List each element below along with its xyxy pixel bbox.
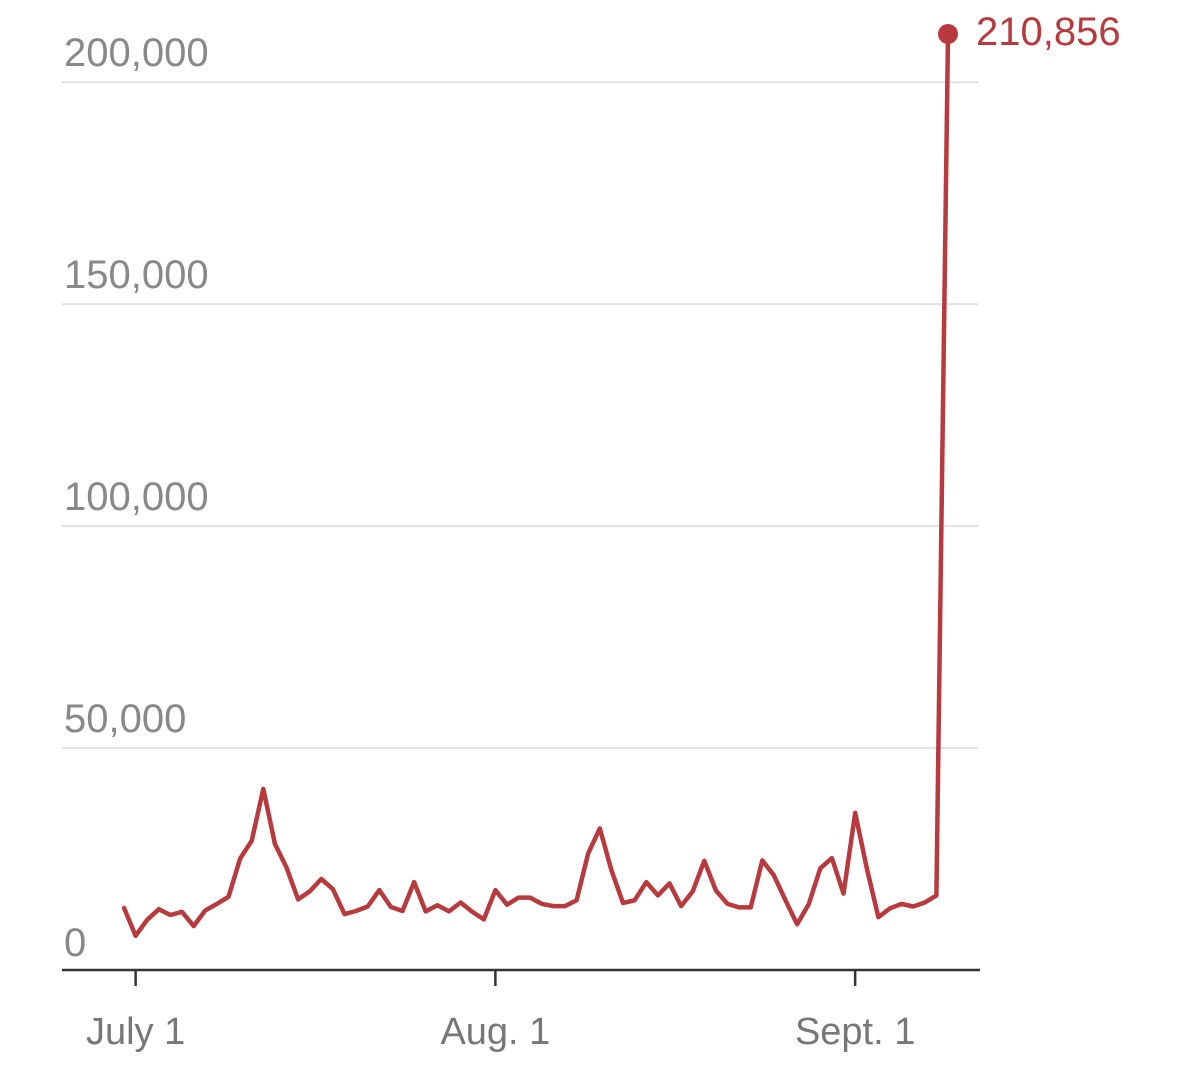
y-tick-label: 200,000 [64,31,209,75]
series-layer [121,31,951,939]
y-tick-label: 50,000 [64,697,186,741]
series-line [121,31,951,939]
x-axis: July 1 Aug. 1 Sept. 1 [62,968,980,1053]
y-tick-label: 0 [64,921,86,965]
y-tick-label: 100,000 [64,475,209,519]
x-tick-label: July 1 [86,1011,185,1053]
end-point-marker [938,24,958,44]
end-value-label: 210,856 [976,10,1121,54]
x-tick-label: Sept. 1 [795,1011,915,1053]
gridlines [62,81,978,750]
y-tick-label: 150,000 [64,253,209,297]
y-axis-tick-labels: 0 50,000 100,000 150,000 200,000 [64,31,209,965]
annotations: 210,856 [938,10,1121,54]
x-tick-label: Aug. 1 [440,1011,550,1053]
